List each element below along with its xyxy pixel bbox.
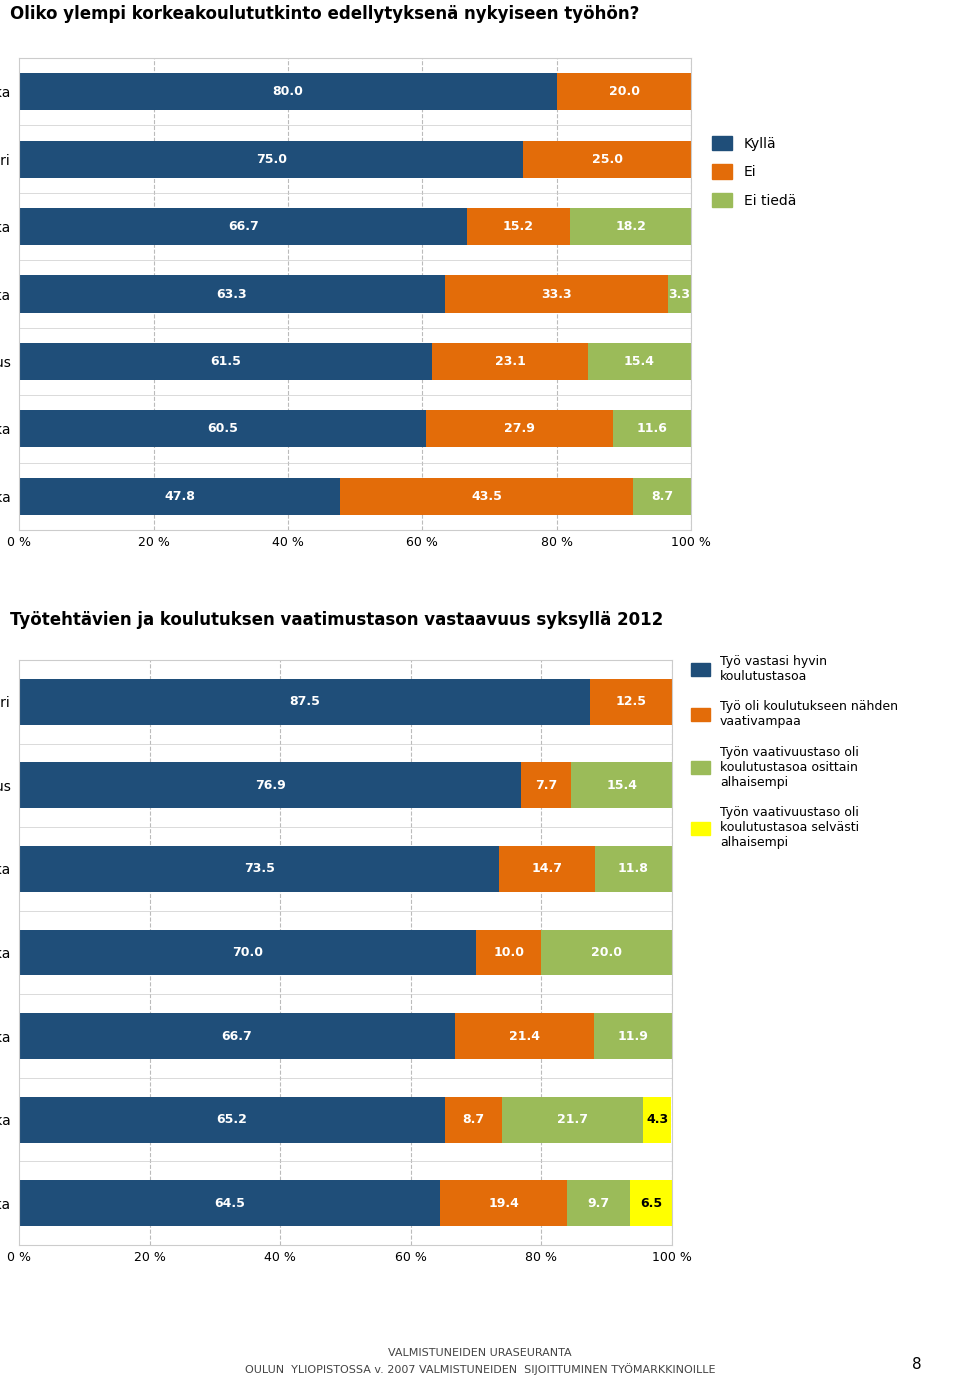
- Legend: Työ vastasi hyvin
koulutustasoa, Työ oli koulutukseen nähden
vaativampaa, Työn v: Työ vastasi hyvin koulutustasoa, Työ oli…: [691, 654, 898, 849]
- Bar: [567, 1181, 630, 1226]
- Text: 8.7: 8.7: [651, 490, 673, 503]
- Text: 47.8: 47.8: [164, 490, 195, 503]
- Bar: [19, 1013, 455, 1058]
- Bar: [19, 275, 444, 313]
- Text: 73.5: 73.5: [244, 863, 275, 875]
- Text: 43.5: 43.5: [471, 490, 502, 503]
- Text: 20.0: 20.0: [591, 946, 622, 958]
- Text: 9.7: 9.7: [588, 1197, 610, 1210]
- Bar: [521, 763, 571, 808]
- Text: 18.2: 18.2: [615, 219, 646, 233]
- Bar: [569, 208, 692, 244]
- Bar: [502, 1097, 643, 1143]
- Bar: [455, 1013, 594, 1058]
- Text: 21.4: 21.4: [509, 1029, 540, 1043]
- Text: 63.3: 63.3: [217, 288, 248, 300]
- Bar: [19, 410, 425, 447]
- Bar: [468, 208, 569, 244]
- Text: 25.0: 25.0: [591, 153, 623, 165]
- Text: 8: 8: [912, 1357, 922, 1372]
- Bar: [557, 74, 691, 110]
- Text: 75.0: 75.0: [255, 153, 287, 165]
- Bar: [594, 1013, 672, 1058]
- Text: 66.7: 66.7: [222, 1029, 252, 1043]
- Text: 80.0: 80.0: [273, 85, 303, 99]
- Text: 61.5: 61.5: [210, 356, 241, 368]
- Text: 11.8: 11.8: [618, 863, 649, 875]
- Bar: [613, 410, 691, 447]
- Bar: [588, 343, 691, 381]
- Bar: [19, 343, 432, 381]
- Text: 27.9: 27.9: [504, 422, 535, 435]
- Text: OULUN  YLIOPISTOSSA v. 2007 VALMISTUNEIDEN  SIJOITTUMINEN TYÖMARKKINOILLE: OULUN YLIOPISTOSSA v. 2007 VALMISTUNEIDE…: [245, 1363, 715, 1375]
- Bar: [19, 1097, 444, 1143]
- Bar: [444, 275, 668, 313]
- Bar: [441, 1181, 567, 1226]
- Text: 3.3: 3.3: [668, 288, 690, 300]
- Text: 23.1: 23.1: [494, 356, 525, 368]
- Text: 19.4: 19.4: [488, 1197, 519, 1210]
- Bar: [444, 1097, 502, 1143]
- Text: Työtehtävien ja koulutuksen vaatimustason vastaavuus syksyllä 2012: Työtehtävien ja koulutuksen vaatimustaso…: [10, 611, 662, 629]
- Text: 11.9: 11.9: [617, 1029, 649, 1043]
- Bar: [541, 929, 672, 975]
- Bar: [19, 478, 341, 515]
- Bar: [19, 74, 557, 110]
- Bar: [523, 140, 691, 178]
- Text: 76.9: 76.9: [254, 779, 285, 792]
- Text: 33.3: 33.3: [541, 288, 572, 300]
- Bar: [630, 1181, 673, 1226]
- Text: 15.4: 15.4: [606, 779, 637, 792]
- Text: 15.4: 15.4: [624, 356, 655, 368]
- Text: 14.7: 14.7: [532, 863, 563, 875]
- Text: 65.2: 65.2: [217, 1113, 248, 1126]
- Bar: [19, 208, 468, 244]
- Text: VALMISTUNEIDEN URASEURANTA: VALMISTUNEIDEN URASEURANTA: [388, 1349, 572, 1358]
- Bar: [19, 679, 590, 725]
- Bar: [633, 478, 691, 515]
- Text: 7.7: 7.7: [536, 779, 558, 792]
- Text: 15.2: 15.2: [503, 219, 534, 233]
- Bar: [19, 763, 521, 808]
- Bar: [19, 140, 523, 178]
- Text: 4.3: 4.3: [646, 1113, 668, 1126]
- Bar: [595, 846, 672, 892]
- Text: 60.5: 60.5: [207, 422, 238, 435]
- Text: 12.5: 12.5: [615, 696, 647, 708]
- Text: 70.0: 70.0: [232, 946, 263, 958]
- Text: 87.5: 87.5: [289, 696, 321, 708]
- Text: 6.5: 6.5: [640, 1197, 662, 1210]
- Text: Oliko ylempi korkeakoulututkinto edellytyksenä nykyiseen työhön?: Oliko ylempi korkeakoulututkinto edellyt…: [10, 6, 639, 24]
- Bar: [476, 929, 541, 975]
- Bar: [668, 275, 690, 313]
- Bar: [19, 846, 499, 892]
- Bar: [590, 679, 672, 725]
- Bar: [571, 763, 672, 808]
- Text: 8.7: 8.7: [462, 1113, 484, 1126]
- Text: 10.0: 10.0: [493, 946, 524, 958]
- Bar: [19, 1181, 441, 1226]
- Bar: [432, 343, 588, 381]
- Bar: [19, 929, 476, 975]
- Text: 11.6: 11.6: [636, 422, 667, 435]
- Legend: Kyllä, Ei, Ei tiedä: Kyllä, Ei, Ei tiedä: [711, 136, 796, 208]
- Bar: [341, 478, 633, 515]
- Text: 20.0: 20.0: [609, 85, 639, 99]
- Bar: [425, 410, 613, 447]
- Bar: [499, 846, 595, 892]
- Text: 66.7: 66.7: [228, 219, 258, 233]
- Text: 64.5: 64.5: [214, 1197, 245, 1210]
- Text: 21.7: 21.7: [557, 1113, 588, 1126]
- Bar: [643, 1097, 671, 1143]
